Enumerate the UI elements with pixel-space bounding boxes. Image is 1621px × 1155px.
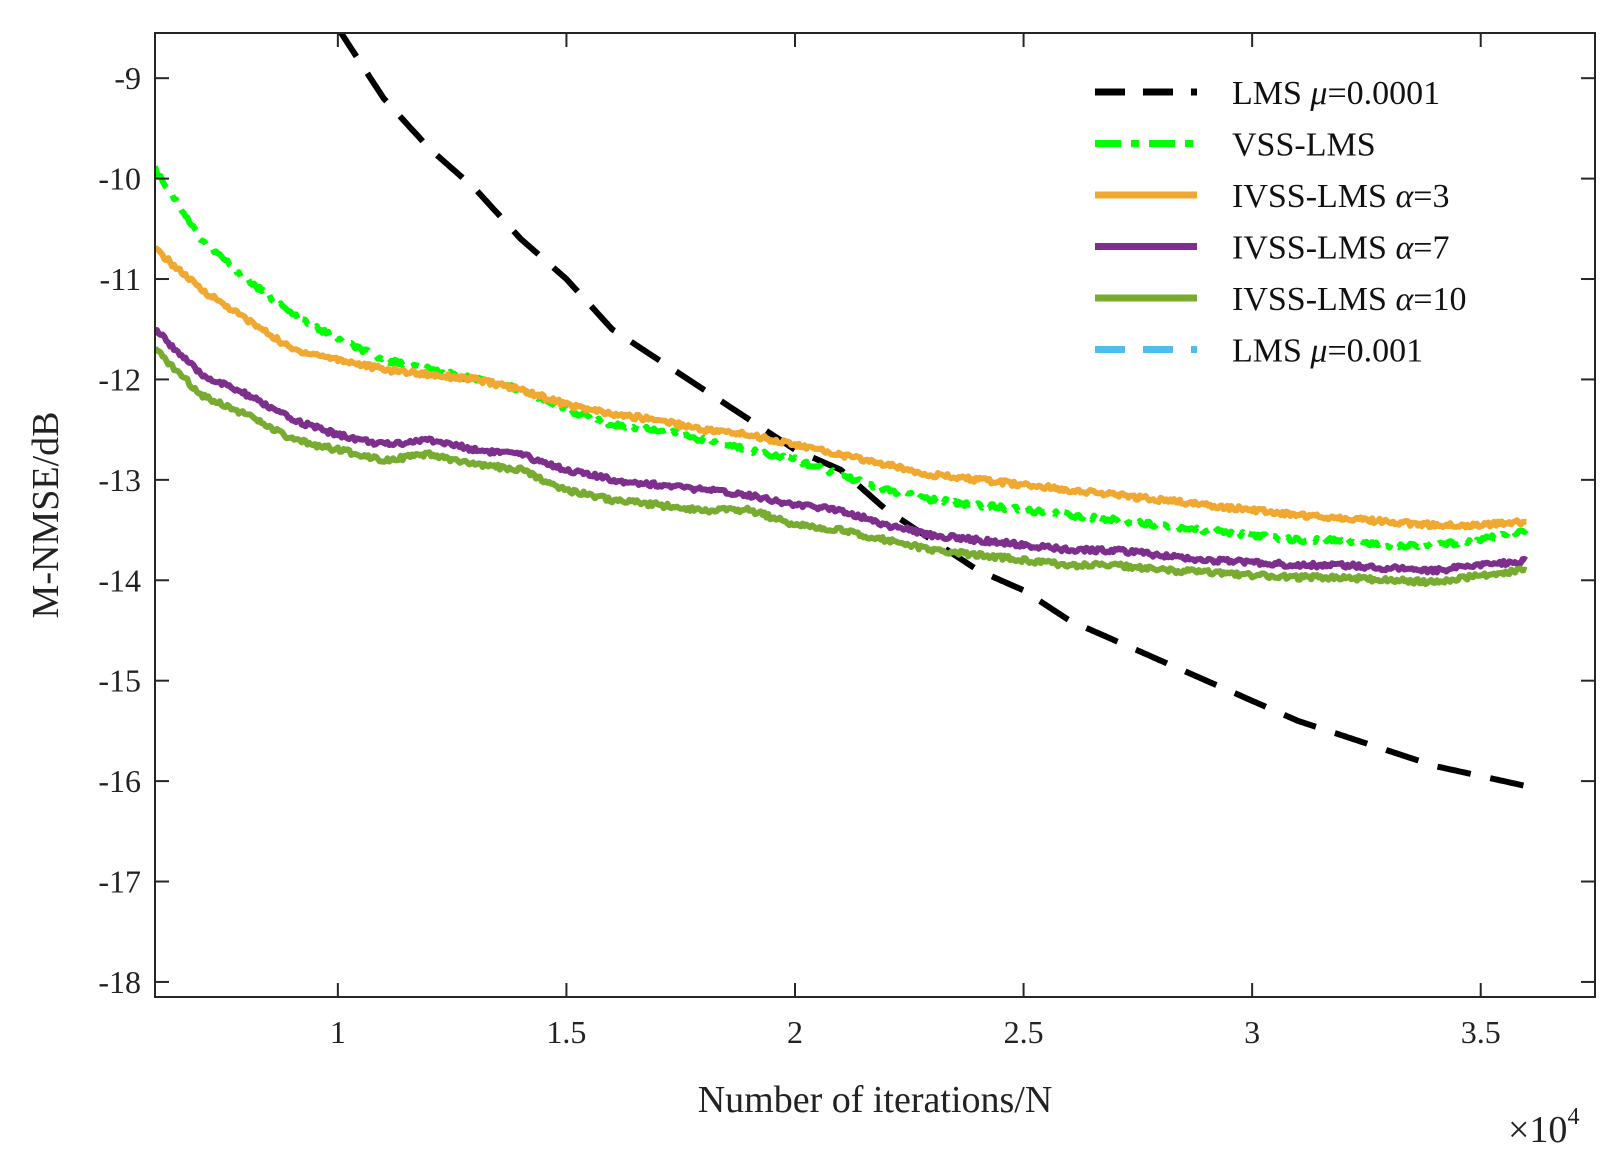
x-tick-label: 1.5 [546,1014,586,1050]
y-tick-label: -13 [98,462,141,498]
legend-label-text: IVSS-LMS [1232,178,1395,215]
y-tick-label: -17 [98,864,141,900]
legend-label-symbol: α [1395,281,1414,318]
legend-label-value: =3 [1413,178,1449,215]
y-tick-label: -11 [100,261,141,297]
legend-label-text: IVSS-LMS [1232,230,1395,267]
series-line-0 [337,33,1528,790]
legend-label: VSS-LMS [1232,127,1376,164]
legend-label-text: LMS [1232,75,1310,112]
legend-label-value: =0.001 [1328,333,1424,370]
y-tick-label: -12 [98,361,141,397]
y-tick-label: -16 [98,763,141,799]
x-multiplier-base: ×10 [1508,1109,1567,1151]
legend-label-symbol: α [1395,230,1414,267]
series-line-3 [155,327,1529,576]
legend-label-value: =0.0001 [1328,75,1441,112]
series-line-4 [155,346,1528,587]
x-multiplier: ×104 [1508,1104,1579,1151]
legend-label: IVSS-LMS α=10 [1232,281,1466,318]
y-tick-label: -10 [98,161,141,197]
x-multiplier-exponent: 4 [1567,1104,1579,1130]
legend-label: IVSS-LMS α=7 [1232,230,1449,267]
legend-label-symbol: μ [1309,75,1327,112]
x-tick-label: 1 [330,1014,346,1050]
plot-area-frame [154,32,1596,998]
legend-label-symbol: μ [1309,333,1327,370]
legend-label-text: IVSS-LMS [1232,281,1395,318]
legend-label-text: LMS [1232,333,1310,370]
y-axis-label: M-NMSE/dB [25,412,67,619]
series-layer [155,33,1529,790]
tick-layer: 1 1.5 2 2.5 3 3.5 -9 -10 -11 -12 -13 -14 -15 -16 -17 -1… [98,33,1595,1050]
legend-label-text: VSS-LMS [1232,127,1376,164]
x-tick-label: 2.5 [1004,1014,1044,1050]
x-axis-label: Number of iterations/N [698,1079,1053,1121]
legend-label-value: =10 [1413,281,1466,318]
legend-label-symbol: α [1395,178,1414,215]
legend-label: LMS μ=0.001 [1232,333,1423,370]
x-tick-label: 3 [1244,1014,1260,1050]
legend-label: LMS μ=0.0001 [1232,75,1440,112]
series-line-1 [155,165,1529,551]
y-tick-label: -14 [98,562,141,598]
y-tick-label: -15 [98,663,141,699]
legend-label-value: =7 [1413,230,1449,267]
y-tick-label: -9 [114,60,141,96]
y-tick-label: -18 [98,964,141,1000]
series-line-2 [155,245,1528,531]
x-tick-label: 2 [787,1014,803,1050]
legend-label: IVSS-LMS α=3 [1232,178,1449,215]
x-tick-label: 3.5 [1461,1014,1501,1050]
